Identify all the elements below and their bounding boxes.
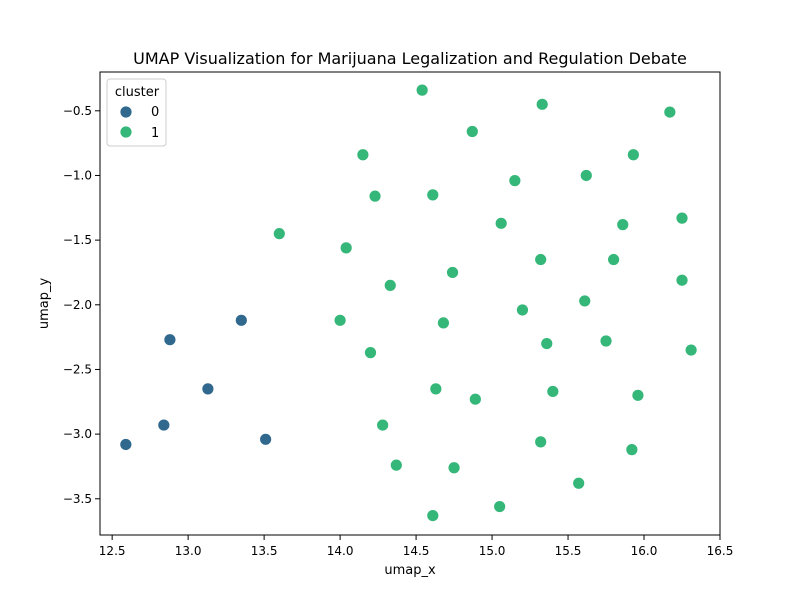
legend-title: cluster	[115, 85, 160, 100]
y-tick-label: −1.0	[63, 168, 92, 182]
data-point-cluster-1	[625, 443, 639, 457]
plot-area	[99, 71, 721, 536]
data-point-cluster-1	[493, 500, 507, 513]
data-point-cluster-1	[468, 392, 482, 406]
data-point-cluster-1	[429, 382, 443, 396]
data-point-cluster-0	[234, 313, 248, 327]
data-point-cluster-1	[426, 188, 440, 202]
x-axis: 12.5 13.0 13.5 14.0 14.5 15.0 15.5 16.0 16.5	[99, 535, 734, 558]
data-point-cluster-0	[259, 432, 273, 446]
x-tick-label: 16.0	[631, 544, 658, 558]
data-point-cluster-1	[607, 253, 621, 266]
data-point-cluster-1	[684, 343, 698, 357]
legend-marker-cluster-0	[119, 105, 133, 119]
x-tick-label: 13.5	[251, 544, 278, 558]
data-point-cluster-0	[163, 333, 177, 347]
data-point-cluster-1	[626, 148, 640, 162]
data-point-cluster-1	[578, 294, 592, 308]
data-point-cluster-1	[663, 105, 677, 119]
data-point-cluster-1	[333, 313, 347, 327]
data-point-cluster-1	[356, 148, 370, 162]
data-point-cluster-1	[494, 216, 508, 230]
data-point-cluster-1	[540, 337, 554, 350]
data-point-cluster-1	[383, 278, 397, 292]
data-point-cluster-1	[572, 476, 586, 490]
data-point-cluster-0	[119, 438, 133, 451]
legend-label-cluster-0: 0	[151, 105, 159, 120]
x-tick-label: 14.5	[403, 544, 430, 558]
data-point-cluster-1	[446, 266, 459, 279]
data-point-cluster-1	[447, 461, 461, 475]
y-tick-label: −3.5	[63, 492, 92, 506]
data-point-cluster-1	[368, 189, 382, 203]
chart-title: UMAP Visualization for Marijuana Legaliz…	[133, 49, 687, 68]
plot-frame	[99, 71, 721, 536]
data-point-cluster-1	[675, 273, 689, 287]
data-point-cluster-1	[579, 169, 593, 182]
data-point-cluster-1	[272, 227, 286, 241]
data-point-cluster-1	[364, 346, 377, 360]
data-point-cluster-1	[508, 174, 522, 188]
data-point-cluster-1	[415, 83, 429, 97]
x-axis-label: umap_x	[384, 563, 436, 578]
data-point-cluster-1	[534, 253, 548, 266]
data-point-cluster-1	[339, 241, 353, 255]
data-point-cluster-1	[599, 334, 613, 348]
data-point-cluster-0	[157, 418, 171, 432]
y-tick-label: −3.0	[63, 427, 92, 441]
x-tick-label: 15.0	[479, 544, 506, 558]
y-tick-label: −2.0	[63, 298, 92, 312]
y-axis-label: umap_y	[37, 278, 52, 330]
data-points	[119, 83, 698, 523]
data-point-cluster-0	[201, 382, 215, 396]
x-tick-label: 13.0	[175, 544, 202, 558]
legend-marker-cluster-1	[119, 125, 133, 139]
y-axis: −3.5 −3.0 −2.5 −2.0 −1.5 −1.0 −0.5	[63, 104, 100, 506]
data-point-cluster-1	[616, 218, 630, 232]
y-tick-label: −0.5	[63, 104, 92, 118]
data-point-cluster-1	[631, 388, 645, 402]
data-point-cluster-1	[426, 509, 440, 523]
y-tick-label: −1.5	[63, 233, 92, 247]
data-point-cluster-1	[534, 435, 548, 449]
data-point-cluster-1	[546, 385, 560, 398]
data-point-cluster-1	[675, 211, 689, 225]
data-point-cluster-1	[437, 316, 450, 330]
data-point-cluster-1	[465, 125, 479, 138]
x-tick-label: 15.5	[555, 544, 582, 558]
y-tick-label: −2.5	[63, 362, 92, 376]
data-point-cluster-1	[516, 303, 529, 317]
x-tick-label: 16.5	[707, 544, 734, 558]
data-point-cluster-1	[389, 458, 403, 472]
x-tick-label: 14.0	[327, 544, 354, 558]
legend-label-cluster-1: 1	[151, 126, 159, 141]
data-point-cluster-1	[376, 418, 390, 432]
data-point-cluster-1	[535, 97, 549, 111]
x-tick-label: 12.5	[99, 544, 126, 558]
legend: cluster 0 1	[106, 78, 167, 147]
